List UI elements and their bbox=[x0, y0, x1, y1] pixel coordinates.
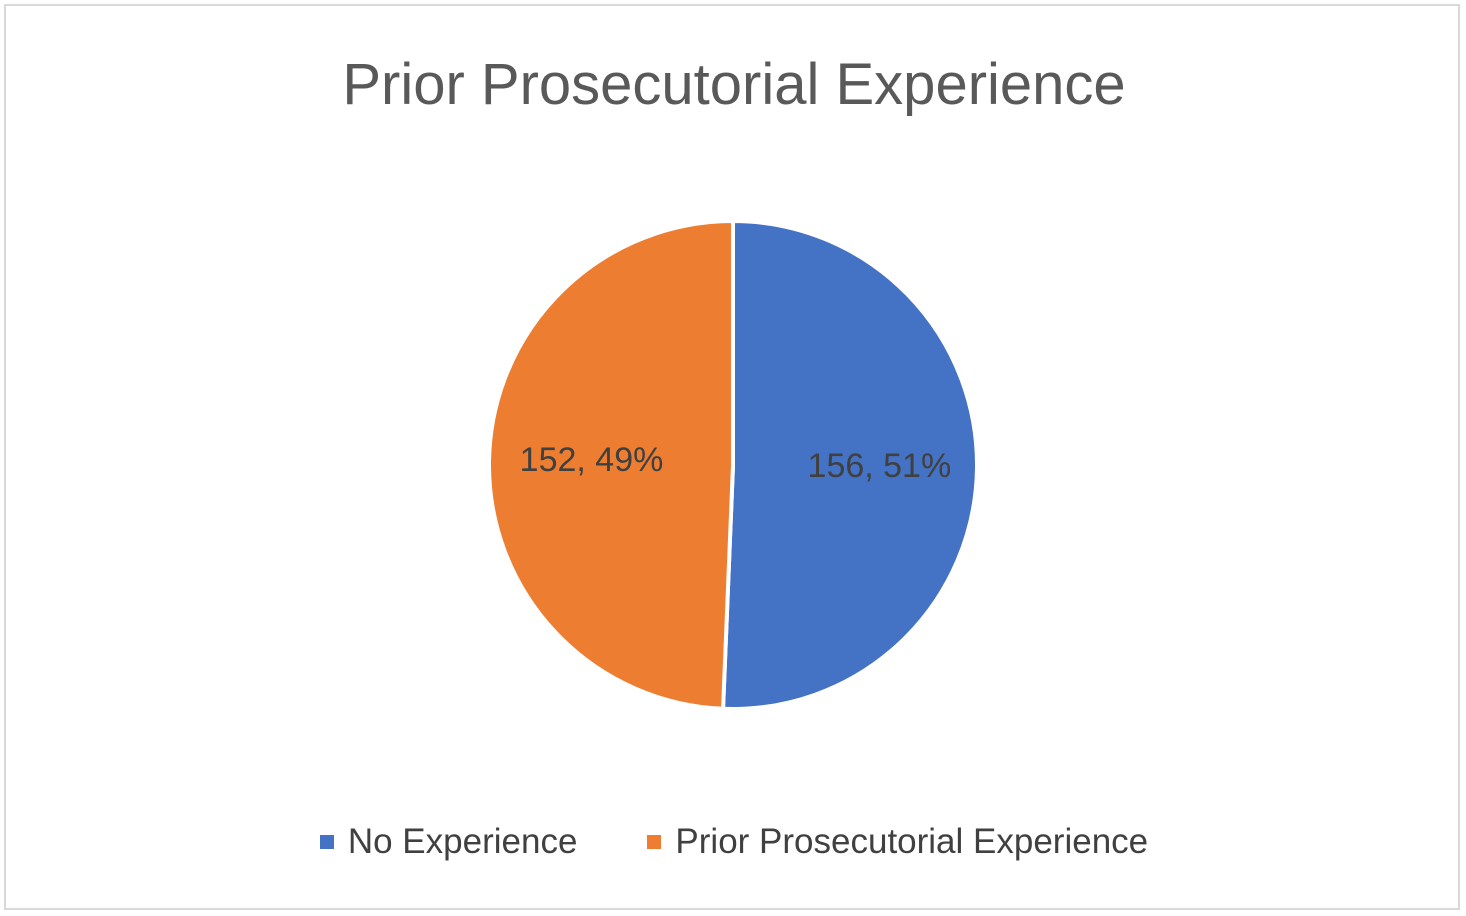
legend-label-prior-prosecutorial-experience: Prior Prosecutorial Experience bbox=[675, 822, 1149, 861]
legend-label-no-experience: No Experience bbox=[347, 822, 578, 861]
pie-slice-no-experience bbox=[721, 219, 979, 711]
legend-swatch-prior-prosecutorial-experience bbox=[647, 835, 662, 849]
legend-item-prior-prosecutorial-experience: Prior Prosecutorial Experience bbox=[647, 822, 1148, 862]
legend-item-no-experience: No Experience bbox=[319, 822, 578, 862]
chart-title: Prior Prosecutorial Experience bbox=[342, 52, 1126, 117]
data-label-prior-prosecutorial-experience: 152, 49% bbox=[520, 441, 664, 479]
data-label-no-experience: 156, 51% bbox=[808, 447, 952, 485]
legend: No Experience Prior Prosecutorial Experi… bbox=[6, 822, 1462, 862]
chart-frame: Prior Prosecutorial Experience 156, 51% 1… bbox=[4, 4, 1460, 910]
pie-slice-prior-prosecutorial-experience bbox=[487, 219, 735, 711]
legend-swatch-no-experience bbox=[319, 835, 334, 849]
pie-chart: 156, 51% 152, 49% bbox=[487, 219, 979, 711]
